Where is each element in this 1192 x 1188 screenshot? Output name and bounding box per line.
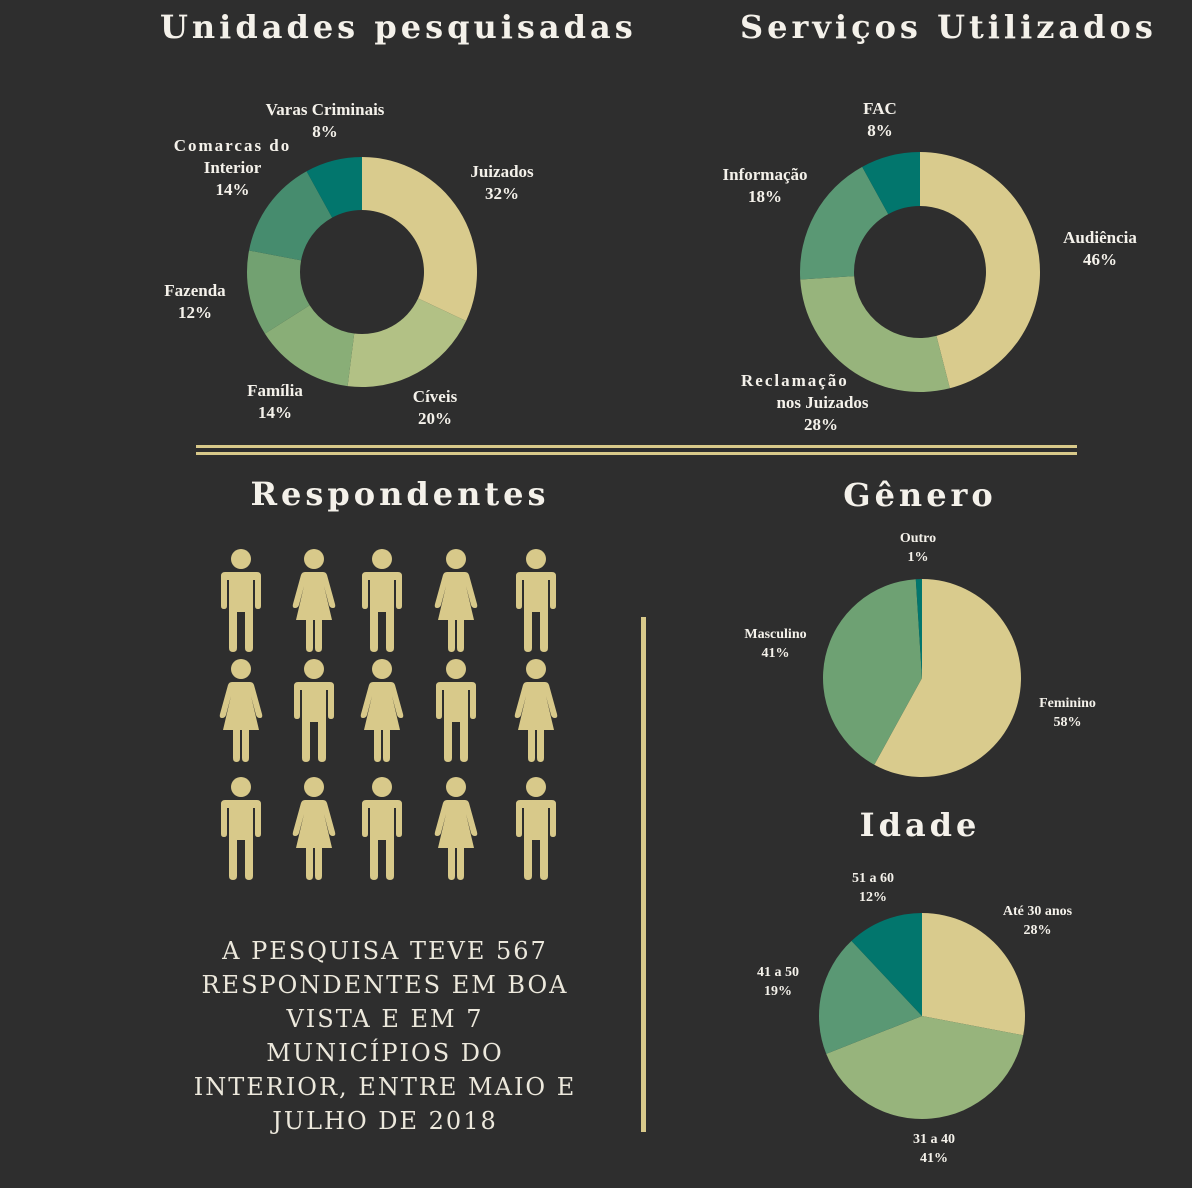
chart-title-idade: Idade: [859, 806, 981, 844]
slice-label: Feminino 58%: [1039, 696, 1096, 730]
pie-slice-reclamação-nos-juizados: [800, 276, 950, 392]
pie-slice-audiência: [920, 152, 1041, 389]
pie-chart-genero: [823, 579, 1022, 778]
pie-slice-informação: [800, 166, 889, 280]
slice-label: Varas Criminais 8%: [265, 100, 385, 141]
chart-title-servicos: Serviços Utilizados: [740, 8, 1157, 46]
slice-label: 51 a 60 12%: [852, 871, 894, 905]
slice-label: Outro 1%: [899, 531, 937, 565]
male-person-icon: [432, 658, 480, 762]
pie-slice-família: [264, 305, 355, 387]
male-person-icon: [358, 548, 406, 652]
pie-slice-até-30-anos: [922, 913, 1025, 1036]
divider-top: [196, 445, 1077, 448]
male-person-icon: [217, 776, 265, 880]
slice-label: Fazenda 12%: [164, 281, 226, 322]
chart-title-genero: Gênero: [843, 476, 997, 514]
slice-label: Até 30 anos 28%: [1002, 904, 1073, 938]
male-person-icon: [512, 548, 560, 652]
male-person-icon: [290, 658, 338, 762]
slice-label: Masculino 41%: [744, 627, 807, 661]
donut-chart-servicos: [800, 152, 1041, 392]
pie-slice-feminino: [874, 579, 1022, 778]
slice-label: 41 a 50 19%: [757, 965, 799, 999]
pie-slice-31-a-40: [826, 1016, 1024, 1119]
pie-slice-outro: [915, 579, 922, 678]
male-person-icon: [358, 776, 406, 880]
pie-slice-fazenda: [247, 250, 310, 334]
slice-label: Família 14%: [247, 381, 303, 422]
slice-label: Juizados 32%: [470, 162, 534, 203]
chart-title-unidades: Unidades pesquisadas: [160, 8, 637, 46]
donut-chart-unidades: [247, 157, 477, 388]
female-person-icon: [512, 658, 560, 762]
pie-slice-51-a-60: [851, 913, 922, 1016]
section-title-respondentes: Respondentes: [250, 475, 550, 513]
female-person-icon: [217, 658, 265, 762]
slice-label: FAC 8%: [863, 99, 897, 140]
female-person-icon: [432, 776, 480, 880]
female-person-icon: [358, 658, 406, 762]
pie-slice-comarcas-do-interior: [249, 171, 333, 261]
pie-slice-41-a-50: [819, 940, 922, 1054]
slice-label: Cíveis 20%: [412, 387, 458, 428]
pie-slice-juizados: [362, 157, 477, 321]
male-person-icon: [217, 548, 265, 652]
summary-text: A PESQUISA TEVE 567 RESPONDENTES EM BOA …: [193, 937, 577, 1135]
male-person-icon: [512, 776, 560, 880]
pie-slice-fac: [862, 152, 920, 215]
pie-slice-cíveis: [347, 298, 467, 388]
slice-label: Audiência 46%: [1063, 228, 1137, 269]
pie-slice-masculino: [823, 579, 922, 765]
slice-label: Informação 18%: [722, 165, 808, 206]
divider-bottom: [196, 452, 1077, 455]
female-person-icon: [432, 548, 480, 652]
pie-slice-varas-criminais: [306, 157, 362, 218]
female-person-icon: [290, 548, 338, 652]
pie-chart-idade: [819, 913, 1025, 1119]
slice-label: Comarcas do Interior 14%: [173, 136, 292, 199]
slice-label: 31 a 40 41%: [913, 1132, 955, 1166]
slice-label: Reclamação nos Juizados 28%: [741, 371, 869, 434]
female-person-icon: [290, 776, 338, 880]
vertical-divider: [641, 617, 646, 1132]
